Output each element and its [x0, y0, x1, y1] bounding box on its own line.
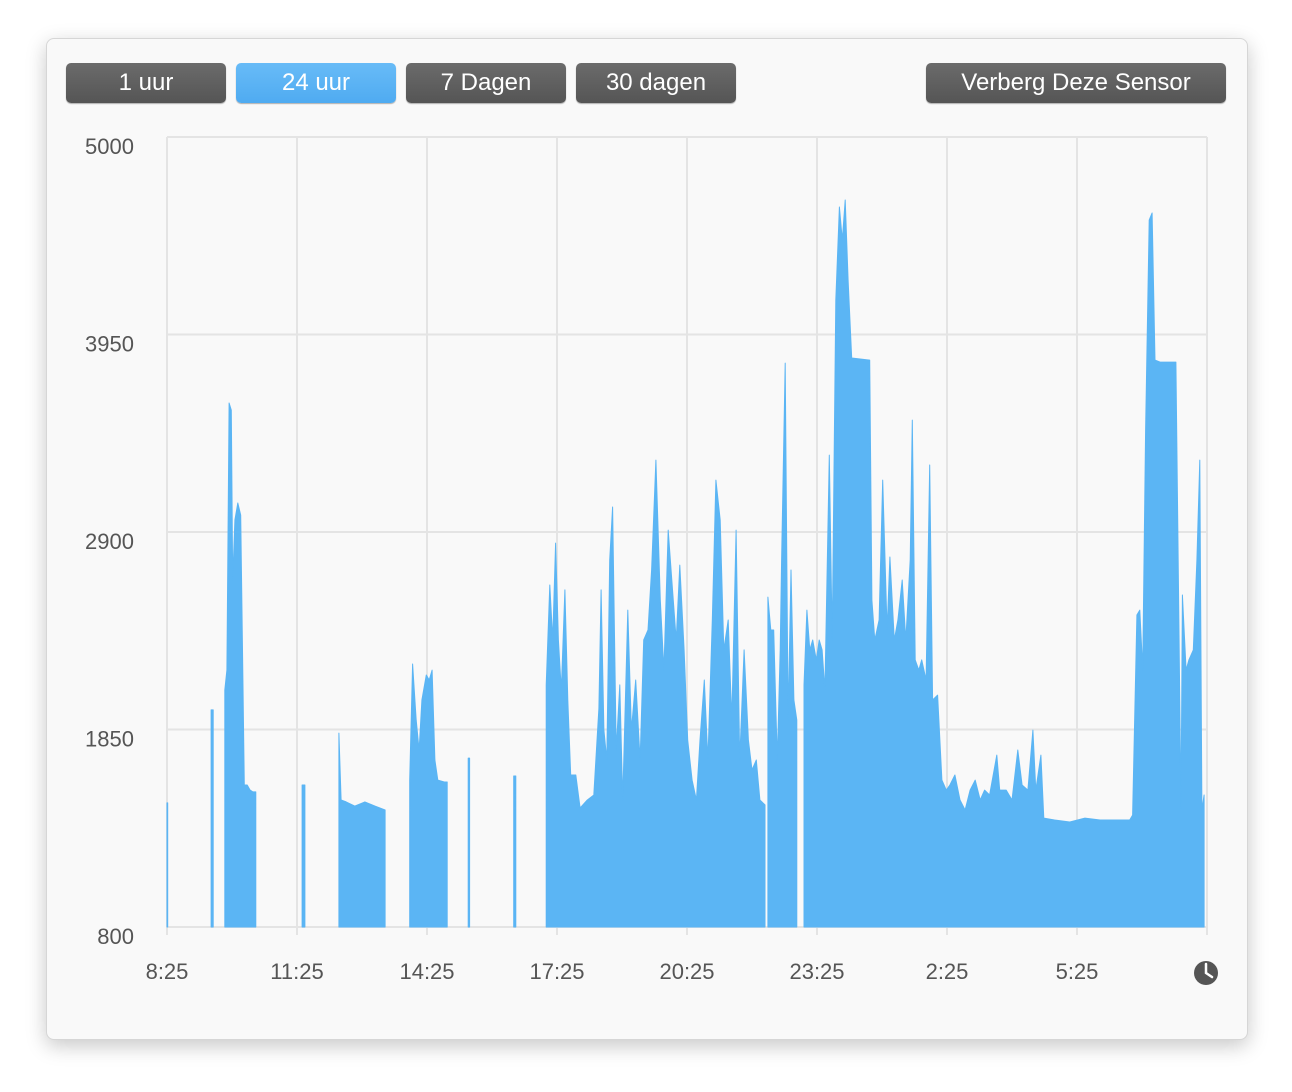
area — [166, 199, 1205, 928]
y-tick-label: 3950 — [85, 331, 134, 356]
clock-hands — [1204, 962, 1214, 979]
grid — [166, 136, 1208, 935]
hide-sensor-button[interactable]: Verberg Deze Sensor — [926, 63, 1226, 103]
y-tick-label: 5000 — [85, 134, 134, 159]
x-tick-label: 14:25 — [399, 959, 454, 984]
x-tick-label: 17:25 — [529, 959, 584, 984]
plot: 800 1850 2900 3950 5000 8:25 11:25 14:25 17:25 20… — [85, 134, 1208, 984]
y-tick-label: 1850 — [85, 726, 134, 751]
range-button[interactable]: 1 uur — [66, 63, 226, 103]
x-tick-label: 2:25 — [926, 959, 969, 984]
y-tick-label: 2900 — [85, 529, 134, 554]
x-tick-label: 8:25 — [146, 959, 189, 984]
y-tick-label: 800 — [97, 924, 134, 949]
range-button[interactable]: 24 uur — [236, 63, 396, 103]
clock-icon — [1194, 961, 1218, 985]
x-tick-label: 5:25 — [1056, 959, 1099, 984]
x-tick-label: 11:25 — [270, 959, 323, 984]
range-button[interactable]: 7 Dagen — [406, 63, 566, 103]
x-tick-label: 23:25 — [789, 959, 844, 984]
range-button[interactable]: 30 dagen — [576, 63, 736, 103]
x-tick-label: 20:25 — [659, 959, 714, 984]
